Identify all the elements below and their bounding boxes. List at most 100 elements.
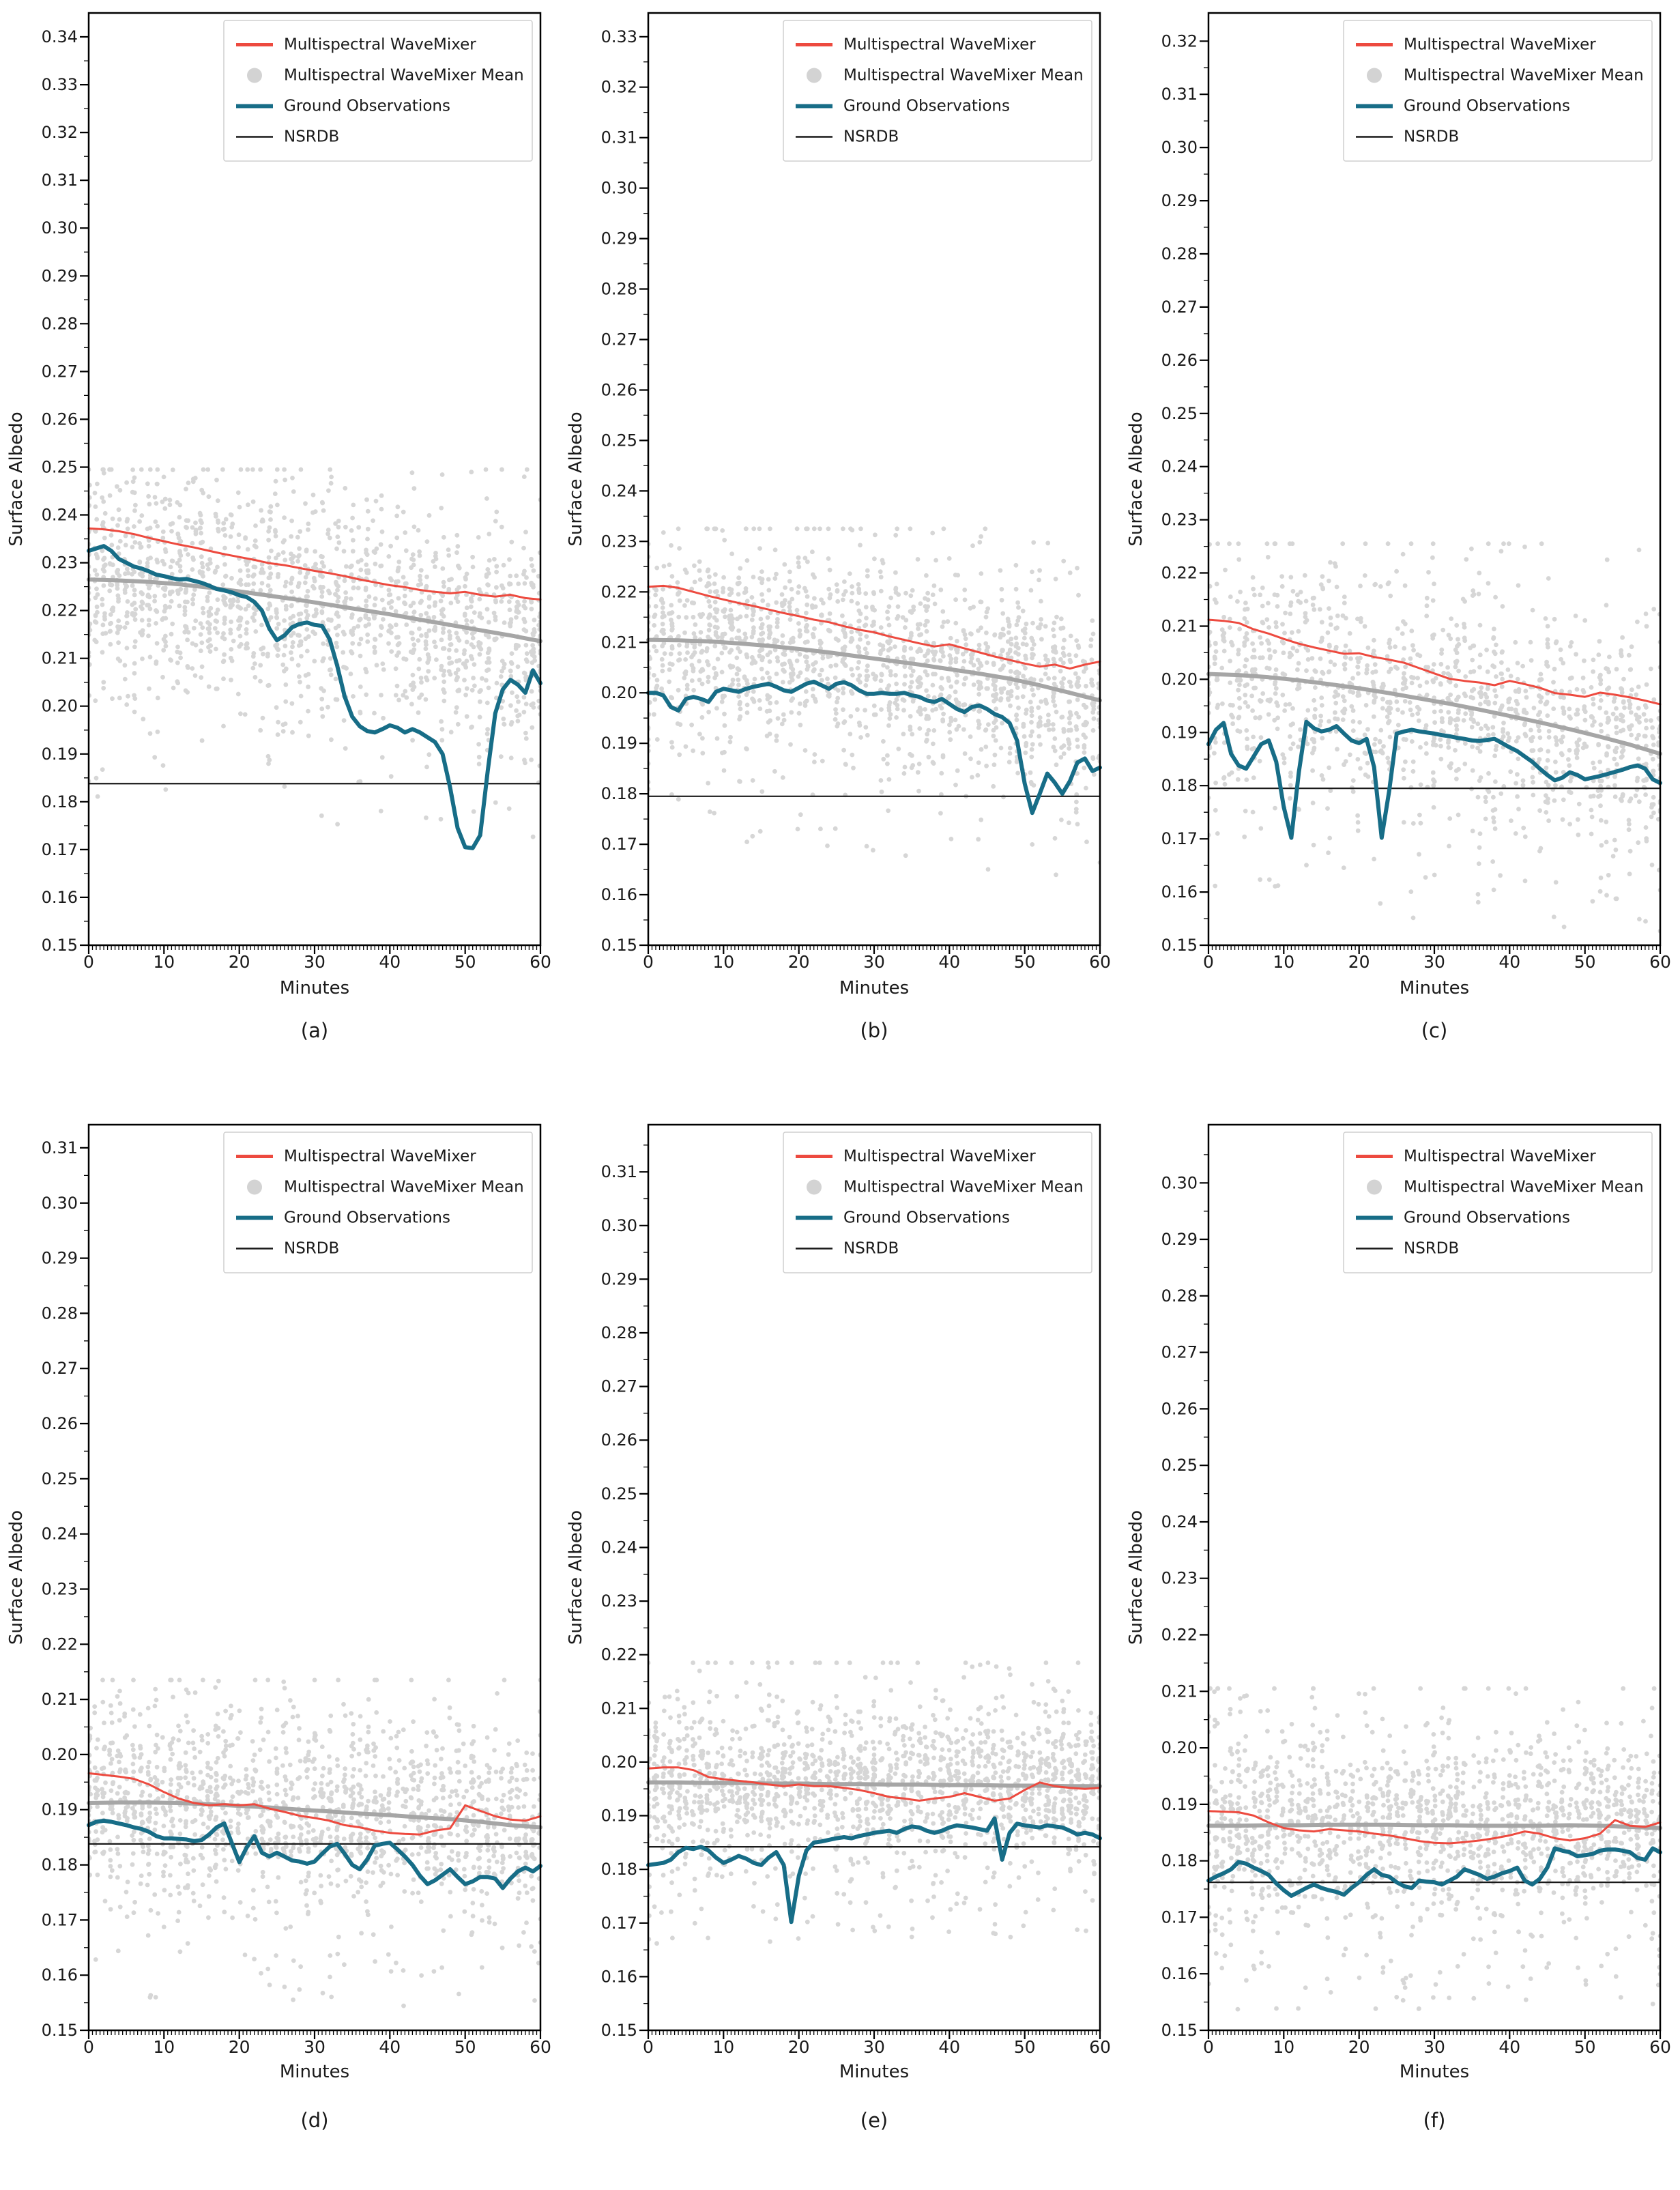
x-tick-label: 40 <box>1498 2037 1520 2057</box>
y-tick-label: 0.25 <box>1161 1456 1198 1475</box>
subplot-caption: (f) <box>1423 2109 1446 2132</box>
y-tick-label: 0.18 <box>42 792 78 811</box>
subplot-e: 0.15 0.16 0.17 0.18 0.19 0.20 0.21 0.22 0.23 0.24… <box>560 1119 1119 2190</box>
y-tick-label: 0.29 <box>42 266 78 285</box>
legend: Multispectral WaveMixer Multispectral Wav… <box>223 20 533 162</box>
x-tick-label: 30 <box>1423 2037 1445 2057</box>
legend-label: Multispectral WaveMixer Mean <box>1404 1179 1644 1196</box>
legend: Multispectral WaveMixer Multispectral Wav… <box>1343 20 1653 162</box>
minor-ticks <box>1204 67 1657 950</box>
y-tick-label: 0.33 <box>42 75 78 94</box>
x-tick-label: 10 <box>1273 2037 1294 2057</box>
x-tick-label: 40 <box>1498 952 1520 972</box>
y-tick-label: 0.27 <box>601 1377 637 1396</box>
subplot-f: 0.15 0.16 0.17 0.18 0.19 0.20 0.21 0.22 0.23 0.24… <box>1119 1119 1680 2190</box>
y-tick-label: 0.29 <box>1161 191 1198 210</box>
y-tick-label: 0.29 <box>42 1249 78 1268</box>
minor-ticks <box>84 1175 538 2035</box>
legend: Multispectral WaveMixer Multispectral Wav… <box>1343 1132 1653 1273</box>
legend: Multispectral WaveMixer Multispectral Wav… <box>783 1132 1092 1273</box>
subplot-b: 0.15 0.16 0.17 0.18 0.19 0.20 0.21 0.22 0.23 0.24… <box>560 0 1119 1119</box>
y-tick-label: 0.17 <box>601 1914 637 1933</box>
minor-ticks <box>84 60 538 950</box>
legend-box <box>783 20 1092 162</box>
legend-entry: Ground Observations <box>236 98 450 115</box>
legend-label: Multispectral WaveMixer Mean <box>284 67 524 85</box>
y-tick-label: 0.18 <box>1161 1852 1198 1871</box>
y-tick-label: 0.30 <box>1161 1173 1198 1192</box>
y-tick-label: 0.24 <box>1161 1512 1198 1531</box>
y-tick-label: 0.31 <box>42 1138 78 1157</box>
y-tick-label: 0.25 <box>42 1469 78 1488</box>
legend-label: Multispectral WaveMixer <box>284 1148 476 1166</box>
x-tick-label: 10 <box>153 2037 175 2057</box>
x-tick-label: 50 <box>1574 952 1596 972</box>
legend-label: Ground Observations <box>284 98 450 115</box>
y-tick-label: 0.30 <box>1161 138 1198 157</box>
y-tick-label: 0.16 <box>1161 1964 1198 1983</box>
minor-ticks <box>1204 1154 1657 2035</box>
ground-observations-line <box>1206 719 1662 840</box>
legend-entry: Multispectral WaveMixer Mean <box>247 67 524 85</box>
major-ticks <box>639 35 1101 954</box>
y-tick-label: 0.34 <box>42 27 78 46</box>
major-ticks <box>1200 1182 1662 2039</box>
legend-entry: NSRDB <box>1356 1240 1459 1258</box>
legend-label: Ground Observations <box>1404 1209 1570 1227</box>
y-tick-label: 0.18 <box>42 1856 78 1875</box>
y-tick-label: 0.28 <box>601 280 637 299</box>
y-tick-label: 0.22 <box>601 1645 637 1665</box>
y-axis-label: Surface Albedo <box>6 1510 27 1645</box>
x-axis-label: Minutes <box>1400 978 1469 998</box>
legend-label: NSRDB <box>1404 128 1459 146</box>
y-tick-label: 0.28 <box>42 314 78 333</box>
scatter-points <box>1208 541 1660 934</box>
subplot-e-canvas: 0.15 0.16 0.17 0.18 0.19 0.20 0.21 0.22 0.23 0.24… <box>566 1123 1111 2132</box>
legend-label: Ground Observations <box>284 1209 450 1227</box>
legend-entry: Ground Observations <box>236 1209 450 1227</box>
y-tick-label: 0.23 <box>42 553 78 573</box>
y-tick-label: 0.26 <box>42 1414 78 1433</box>
subplot-caption: (a) <box>301 1019 328 1042</box>
wavemixer-line <box>87 527 542 601</box>
y-tick-label: 0.21 <box>601 1699 637 1718</box>
x-tick-label: 60 <box>1649 952 1671 972</box>
wavemixer-line <box>1207 1810 1662 1845</box>
y-tick-label: 0.25 <box>42 458 78 477</box>
x-tick-label: 20 <box>788 952 810 972</box>
y-tick-label: 0.24 <box>601 1538 637 1557</box>
y-tick-label: 0.19 <box>1161 723 1198 742</box>
y-tick-label: 0.15 <box>601 936 637 955</box>
x-tick-label: 0 <box>83 952 94 972</box>
legend: Multispectral WaveMixer Multispectral Wav… <box>783 20 1092 162</box>
legend-mean-dot-marker <box>807 68 822 83</box>
y-tick-label: 0.17 <box>1161 829 1198 848</box>
x-axis-label: Minutes <box>280 978 349 998</box>
y-tick-label: 0.24 <box>601 481 637 500</box>
legend-mean-dot-marker <box>1367 68 1382 83</box>
y-tick-label: 0.28 <box>1161 244 1198 263</box>
y-tick-label: 0.30 <box>42 218 78 237</box>
legend-entry: Multispectral WaveMixer <box>1356 1148 1596 1166</box>
subplot-caption: (d) <box>300 2109 328 2132</box>
y-tick-label: 0.31 <box>601 1162 637 1181</box>
wavemixer-line <box>87 1772 542 1836</box>
legend-entry: NSRDB <box>796 1240 899 1258</box>
y-tick-label: 0.20 <box>42 697 78 716</box>
y-tick-label: 0.23 <box>1161 510 1198 530</box>
y-tick-label: 0.23 <box>601 532 637 551</box>
x-tick-label: 30 <box>1423 952 1445 972</box>
legend-entry: Multispectral WaveMixer <box>236 36 476 54</box>
y-tick-label: 0.30 <box>601 1216 637 1235</box>
y-tick-label: 0.33 <box>601 27 637 46</box>
y-tick-label: 0.23 <box>601 1591 637 1611</box>
subplot-caption: (c) <box>1421 1019 1448 1042</box>
ground-observations-line <box>87 544 542 850</box>
y-tick-label: 0.18 <box>601 784 637 803</box>
mean-trend-line <box>87 1800 542 1830</box>
legend-entry: NSRDB <box>236 128 339 146</box>
y-axis-label: Surface Albedo <box>566 1510 586 1645</box>
legend-label: Multispectral WaveMixer Mean <box>284 1179 524 1196</box>
x-tick-label: 20 <box>1348 952 1370 972</box>
y-tick-label: 0.31 <box>601 128 637 147</box>
